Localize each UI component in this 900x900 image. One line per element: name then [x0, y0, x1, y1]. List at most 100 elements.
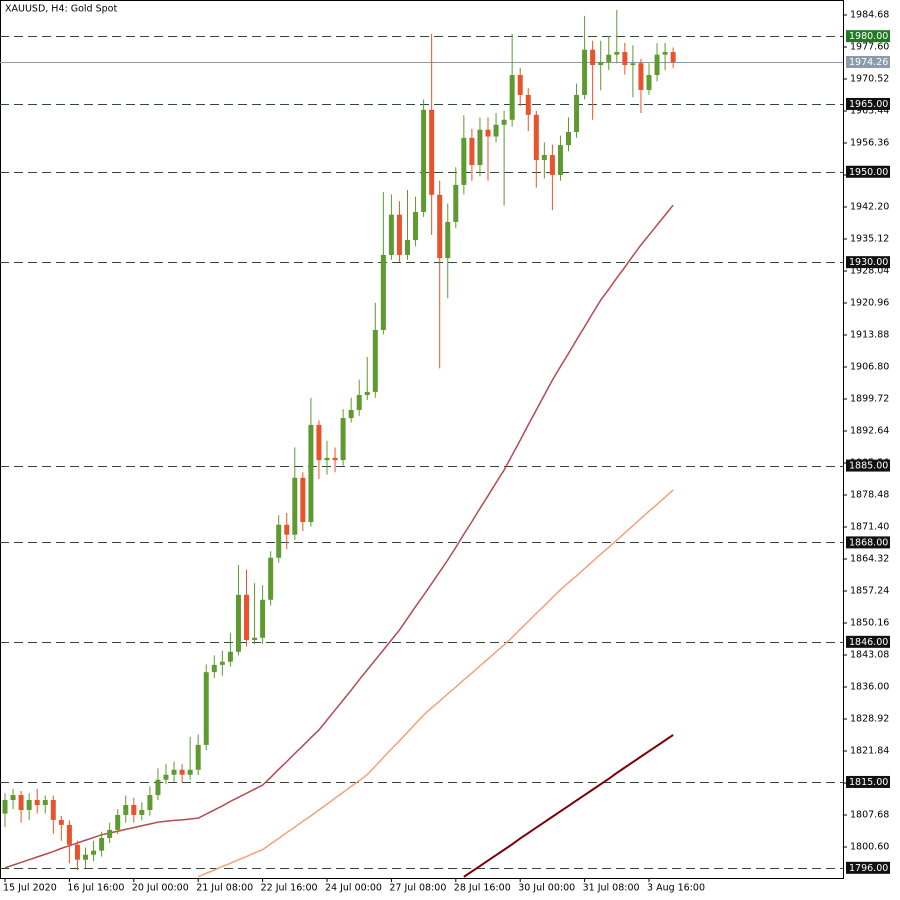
y-tick-label: 1828.92: [850, 714, 889, 725]
candle-body: [356, 395, 362, 410]
candle-body: [83, 854, 88, 860]
candle-body: [203, 672, 209, 745]
level-label-box: [846, 635, 890, 648]
candle-body: [155, 779, 161, 796]
candle-body: [163, 774, 169, 780]
candle-body: [501, 119, 507, 125]
candle-body: [324, 457, 330, 461]
candle-body: [187, 769, 193, 775]
candle-body: [654, 54, 660, 76]
level-label-box: [846, 536, 890, 549]
candle-body: [437, 194, 443, 259]
candle-body: [139, 809, 145, 815]
level-label: 1885.00: [849, 461, 888, 472]
moving-average-line: [463, 734, 674, 878]
level-label-box: [846, 861, 890, 874]
y-tick-label: 1913.88: [850, 330, 889, 341]
candle-body: [340, 418, 346, 461]
x-tick-label: 30 Jul 00:00: [518, 883, 575, 894]
y-tick-label: 1963.44: [850, 106, 889, 117]
candle-body: [292, 477, 298, 535]
candle-body: [364, 391, 370, 396]
candle-body: [461, 137, 467, 185]
x-tick-label: 24 Jul 00:00: [325, 883, 382, 894]
candle-body: [18, 795, 24, 810]
candle-body: [413, 211, 419, 241]
candle-body: [308, 424, 314, 523]
level-label: 1796.00: [849, 863, 888, 874]
candle-body: [493, 124, 499, 137]
y-tick-label: 1935.12: [850, 234, 889, 245]
candle-body: [396, 214, 402, 255]
candle-body: [171, 769, 177, 775]
candle-body: [235, 594, 241, 652]
candle-body: [99, 837, 105, 851]
candle-body: [244, 594, 249, 641]
candle-body: [211, 664, 217, 673]
candle-body: [316, 424, 322, 461]
candle-body: [300, 477, 306, 523]
candle-body: [582, 49, 588, 95]
y-tick-label: 1864.32: [850, 554, 889, 565]
candle-body: [549, 155, 555, 175]
y-tick-label: 1892.64: [850, 426, 889, 437]
moving-average-line: [4, 204, 674, 869]
candle-body: [574, 94, 580, 132]
y-tick-label: 1807.68: [850, 810, 889, 821]
x-tick-label: 16 Jul 16:00: [67, 883, 124, 894]
current-price-label: 1974.26: [849, 57, 888, 68]
candle-body: [195, 744, 201, 770]
candle-body: [598, 61, 604, 66]
candle-body: [380, 254, 386, 330]
y-tick-label: 1821.84: [850, 746, 889, 757]
candle-body: [509, 75, 515, 120]
candle-body: [26, 800, 32, 810]
x-tick-label: 20 Jul 00:00: [132, 883, 189, 894]
candle-body: [179, 769, 185, 775]
candle-body: [260, 599, 266, 638]
candle-body: [453, 184, 459, 222]
y-tick-label: 1956.36: [850, 138, 889, 149]
candle-body: [388, 214, 394, 255]
candle-body: [284, 524, 290, 535]
y-tick-label: 1920.96: [850, 298, 889, 309]
x-tick-label: 21 Jul 08:00: [196, 883, 253, 894]
candle-body: [276, 524, 282, 558]
candle-body: [123, 805, 129, 815]
candle-body: [58, 819, 64, 825]
y-tick-label: 1843.08: [850, 650, 889, 661]
y-tick-label: 1942.20: [850, 202, 889, 213]
candle-body: [147, 795, 153, 810]
moving-average-line: [197, 489, 674, 878]
level-label: 1980.00: [849, 31, 888, 42]
candle-body: [66, 824, 72, 845]
x-tick-label: 28 Jul 16:00: [454, 883, 511, 894]
candle-body: [34, 800, 40, 806]
candle-body: [372, 329, 378, 392]
candle-body: [252, 637, 258, 641]
level-label-box: [846, 30, 890, 43]
candle-body: [646, 75, 652, 90]
level-label: 1950.00: [849, 167, 888, 178]
candle-body: [485, 129, 491, 137]
candle-body: [533, 114, 539, 161]
level-label: 1930.00: [849, 257, 888, 268]
y-tick-label: 1984.68: [850, 10, 889, 21]
y-tick-label: 1857.24: [850, 586, 889, 597]
level-label-box: [846, 97, 890, 110]
candle-body: [670, 51, 676, 63]
candle-body: [557, 145, 563, 175]
candle-body: [115, 814, 121, 830]
x-tick-label: 15 Jul 2020: [3, 883, 57, 894]
candle-body: [2, 800, 8, 814]
level-label: 1846.00: [849, 637, 888, 648]
candle-body: [638, 63, 644, 90]
candle-body: [525, 94, 531, 115]
candle-body: [477, 129, 483, 165]
level-label-box: [846, 775, 890, 788]
candle-body: [332, 457, 338, 461]
y-tick-label: 1871.40: [850, 522, 889, 533]
candle-body: [421, 109, 427, 212]
y-tick-label: 1899.72: [850, 394, 889, 405]
